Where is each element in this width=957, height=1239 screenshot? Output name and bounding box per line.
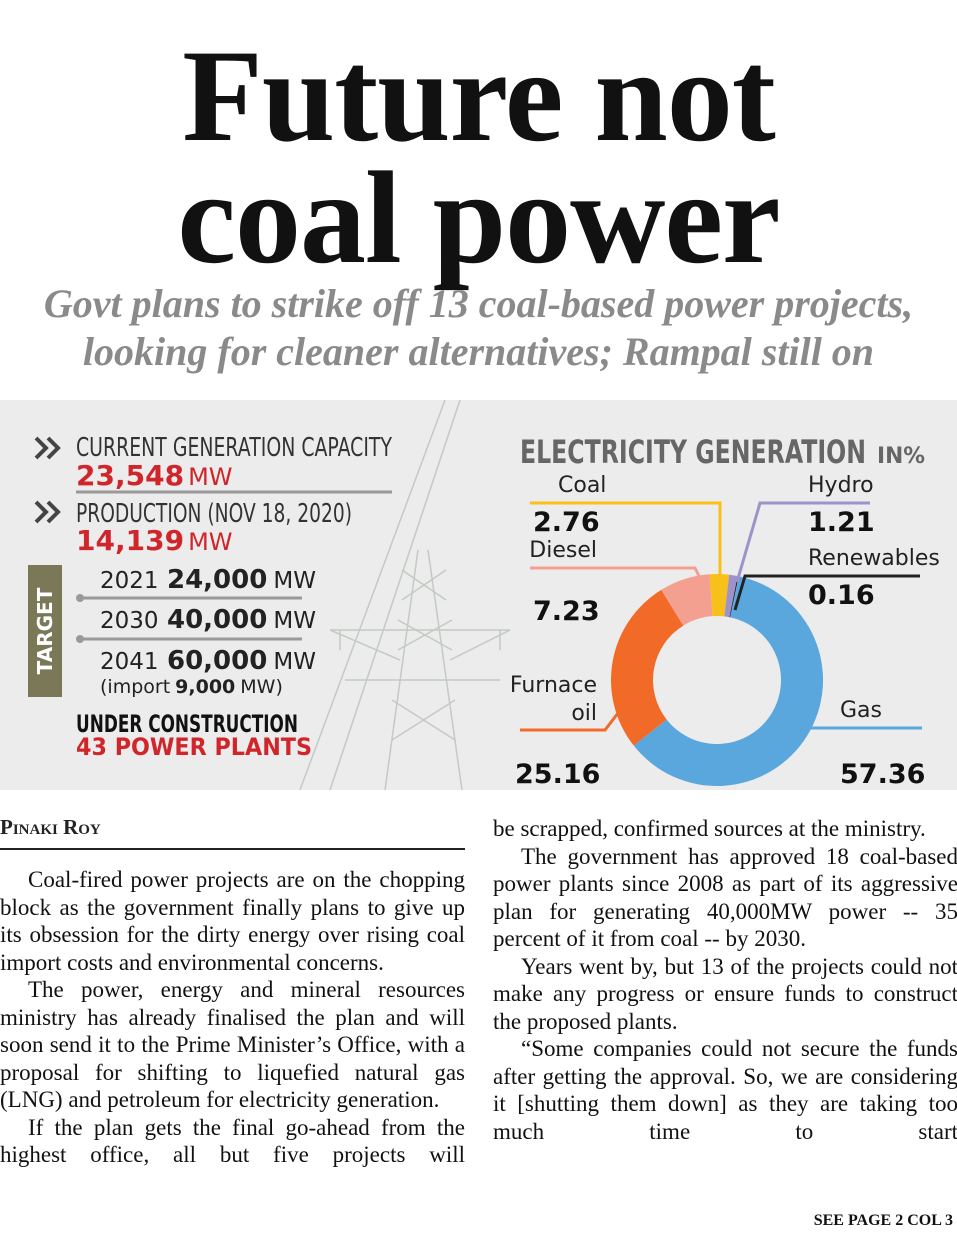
target-value: 40,000 <box>167 605 267 635</box>
stat-value: 14,139 MW <box>76 524 233 557</box>
unit: MW <box>273 568 316 594</box>
target-rows: 2021 24,000 MW 2030 40,000 MW 2041 60,000 MW (… <box>76 565 316 698</box>
segment-label: Renewables <box>808 546 940 571</box>
byline-rule <box>0 848 465 850</box>
paragraph: If the plan gets the final go-ahead from… <box>0 1114 465 1168</box>
target-note: (import 9,000 MW) <box>100 676 283 698</box>
leader-line <box>520 699 630 732</box>
donut-segment <box>724 574 738 618</box>
leader-line <box>733 574 920 611</box>
value-label: 25.16 <box>515 759 600 790</box>
construction-value: 43 POWER PLANTS <box>76 733 312 761</box>
year: 2021 <box>100 568 159 594</box>
donut-segment <box>729 576 739 618</box>
target-row: 2030 40,000 MW <box>100 605 316 635</box>
target-row: 2041 60,000 MW <box>100 646 316 676</box>
paragraph: Coal-fired power projects are on the cho… <box>0 867 465 975</box>
donut-segment <box>633 576 824 786</box>
subheadline: looking for cleaner alternatives; Rampal… <box>82 329 875 374</box>
segment-label: Coal <box>558 473 607 498</box>
stat-unit: MW <box>188 463 232 491</box>
paragraph: be scrapped, confirmed sources at the mi… <box>493 816 926 841</box>
leader-line <box>735 501 870 583</box>
target-row: 2021 24,000 MW <box>100 565 316 595</box>
paragraph: The power, energy and mineral resources … <box>0 977 465 1112</box>
note-prefix: (import <box>100 676 170 698</box>
unit: MW <box>273 649 316 675</box>
stat-label: CURRENT GENERATION CAPACITY <box>76 433 392 463</box>
chevrons <box>34 436 61 524</box>
value-label: 2.76 <box>533 507 600 538</box>
segment-label: Hydro <box>808 473 874 498</box>
year: 2041 <box>100 649 159 675</box>
note-value: 9,000 <box>175 676 235 698</box>
target-value: 24,000 <box>167 565 267 595</box>
stat-value: 23,548 MW <box>76 459 233 492</box>
tower-illustration <box>299 400 511 790</box>
stat-number: 23,548 <box>76 459 184 492</box>
value-label: 0.16 <box>808 580 875 611</box>
column: be scrapped, confirmed sources at the mi… <box>493 815 957 1145</box>
column: Coal-fired power projects are on the cho… <box>0 866 465 1169</box>
segment-label: Furnace oil <box>509 673 597 726</box>
paragraph: Years went by, but 13 of the projects co… <box>493 953 957 1034</box>
donut-segment <box>611 589 684 746</box>
jump-line: SEE PAGE 2 COL 3 <box>813 1212 953 1229</box>
unit: MW <box>273 608 316 634</box>
segment-label: Diesel <box>529 538 597 563</box>
leader-line <box>530 501 722 582</box>
leader-line <box>530 566 702 579</box>
headline: Future not <box>182 22 776 169</box>
infographic: CURRENT GENERATION CAPACITY 23,548 MW PRO… <box>0 400 957 790</box>
value-label: 1.21 <box>808 507 875 538</box>
note-suffix: MW) <box>240 676 283 698</box>
donut-segment <box>709 574 730 617</box>
paragraph: “Some companies could not secure the fun… <box>493 1036 957 1144</box>
target-value: 60,000 <box>167 646 267 676</box>
construction-label: UNDER CONSTRUCTION <box>76 710 298 738</box>
byline: Pinaki Roy <box>0 815 101 839</box>
subheadline: Govt plans to strike off 13 coal-based p… <box>43 281 914 326</box>
year: 2030 <box>100 608 159 634</box>
chart-title: ELECTRICITY GENERATION <box>520 433 866 471</box>
target-tag <box>28 565 62 697</box>
stat-number: 14,139 <box>76 524 184 557</box>
headline: coal power <box>177 144 780 291</box>
target-label: TARGET <box>33 587 57 674</box>
donut-segment <box>661 574 713 626</box>
value-label: 57.36 <box>840 759 925 790</box>
stat-label: PRODUCTION (NOV 18, 2020) <box>76 499 352 529</box>
paragraph: The government has approved 18 coal-base… <box>493 843 957 952</box>
segment-label: Gas <box>840 698 882 723</box>
stat-unit: MW <box>188 528 232 556</box>
divider-dot <box>76 594 84 602</box>
value-label: 7.23 <box>533 596 600 627</box>
chart-unit: IN% <box>877 444 925 469</box>
donut: 2.76 1.21 0.16 57.36 25.16 7.23 <box>515 501 925 790</box>
divider-dot <box>76 635 84 643</box>
